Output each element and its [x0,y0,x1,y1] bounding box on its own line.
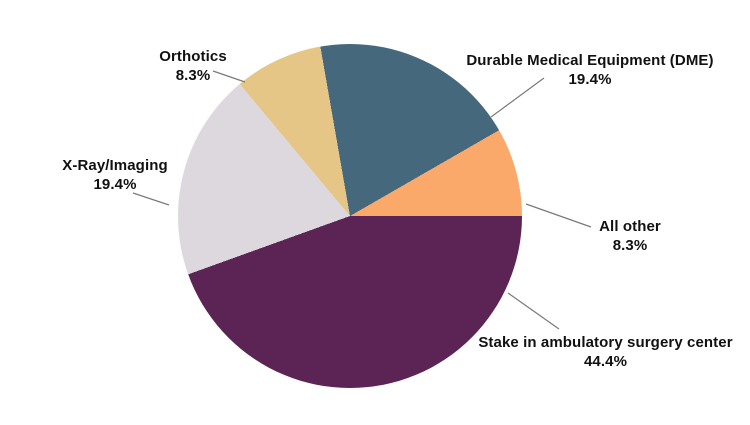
slice-label-orthotics: Orthotics 8.3% [133,47,253,85]
slice-label-stake-pct: 44.4% [583,353,628,370]
slice-label-allother: All other 8.3% [580,217,680,255]
pie-chart [178,44,522,388]
slice-label-orthotics-name: Orthotics [159,48,227,65]
slice-label-stake-name: Stake in ambulatory surgery center [478,334,733,351]
slice-label-dme-pct: 19.4% [568,71,612,88]
slice-label-dme-name: Durable Medical Equipment (DME) [466,52,714,69]
leader-line-xray [132,192,170,206]
slice-label-allother-name: All other [599,218,661,235]
slice-label-allother-pct: 8.3% [612,237,648,254]
slice-label-orthotics-pct: 8.3% [175,67,211,84]
slice-label-xray-pct: 19.4% [93,176,137,193]
slice-label-stake: Stake in ambulatory surgery center 44.4% [455,333,750,371]
leader-line-stake [507,292,560,330]
slice-label-xray: X-Ray/Imaging 19.4% [35,156,195,194]
slice-label-xray-name: X-Ray/Imaging [62,157,168,174]
slice-label-dme: Durable Medical Equipment (DME) 19.4% [460,51,720,89]
